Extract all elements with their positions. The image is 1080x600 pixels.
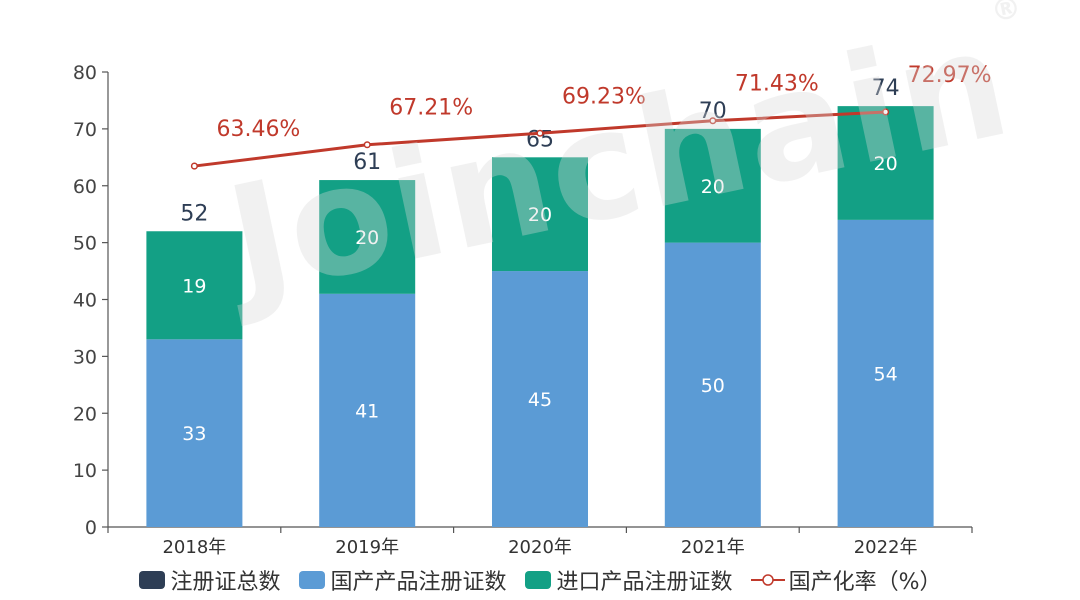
bar-imported [492,157,588,272]
rate-line: 63.46% 67.21% 69.23% 71.43% 72.97% [190,63,992,170]
bar-domestic [319,293,416,527]
x-tick-label: 2018年 [162,537,226,558]
y-tick-label: 40 [73,290,97,312]
y-tick-label: 80 [73,62,97,84]
bar-imported [837,106,934,220]
rate-label: 72.97% [908,63,992,88]
legend-item-total[interactable]: 注册证总数 [138,564,281,596]
bar-label-total: 61 [353,150,381,175]
bar-label-domestic: 54 [874,363,898,385]
bar-domestic [492,271,588,527]
bar-label-total: 52 [180,201,208,226]
rate-point [709,117,717,125]
y-tick-label: 10 [73,460,97,482]
bar-domestic [146,339,243,527]
x-tick-label: 2020年 [508,537,572,558]
legend-swatch-domestic [298,571,325,589]
x-tick-label: 2019年 [335,537,399,558]
x-tick-label: 2021年 [681,537,745,558]
rate-point [190,162,198,170]
bar-domestic [664,242,761,527]
rate-point [363,141,371,149]
rate-label: 67.21% [389,96,473,121]
bar-label-imported: 20 [355,227,379,249]
legend-label-total: 注册证总数 [170,570,281,595]
bar-label-domestic: 45 [528,389,552,411]
legend-swatch-rate [750,574,785,586]
y-tick-label: 50 [73,233,97,255]
bar-imported [146,231,243,340]
bar-label-domestic: 41 [355,400,379,422]
y-tick-label: 30 [73,346,97,368]
rate-label: 69.23% [562,84,646,109]
x-tick-label: 2022年 [854,537,918,558]
y-tick-label: 0 [85,517,97,539]
legend-label-domestic: 国产产品注册证数 [330,570,507,595]
legend-label-rate: 国产化率（%） [788,570,942,595]
bar-label-total: 74 [872,76,900,101]
legend-swatch-total [138,571,165,589]
bar-imported [664,128,761,243]
legend-item-imported[interactable]: 进口产品注册证数 [524,564,733,596]
bar-label-imported: 20 [701,176,725,198]
legend: 注册证总数 国产产品注册证数 进口产品注册证数 国产化率（%） [0,562,1080,598]
bar-domestic [837,219,934,527]
bar-imported [319,180,416,294]
y-tick-label: 20 [73,403,97,425]
rate-label: 71.43% [735,72,819,97]
y-tick-label: 70 [73,119,97,141]
rate-label: 63.46% [216,117,300,142]
legend-item-domestic[interactable]: 国产产品注册证数 [298,564,507,596]
legend-item-rate[interactable]: 国产化率（%） [750,564,942,596]
bar-label-imported: 19 [182,275,206,297]
bar-label-imported: 20 [874,153,898,175]
bar-label-domestic: 33 [182,423,206,445]
legend-swatch-imported [524,571,551,589]
y-tick-label: 60 [73,176,97,198]
bar-label-domestic: 50 [701,375,725,397]
bar-label-imported: 20 [528,204,552,226]
legend-label-imported: 进口产品注册证数 [556,570,733,595]
rate-point [882,108,890,116]
x-axis: 2018年 2019年 2020年 2021年 2022年 [107,526,973,558]
y-axis: 0 10 20 30 40 50 60 70 80 [73,62,109,539]
rate-point [536,129,544,137]
